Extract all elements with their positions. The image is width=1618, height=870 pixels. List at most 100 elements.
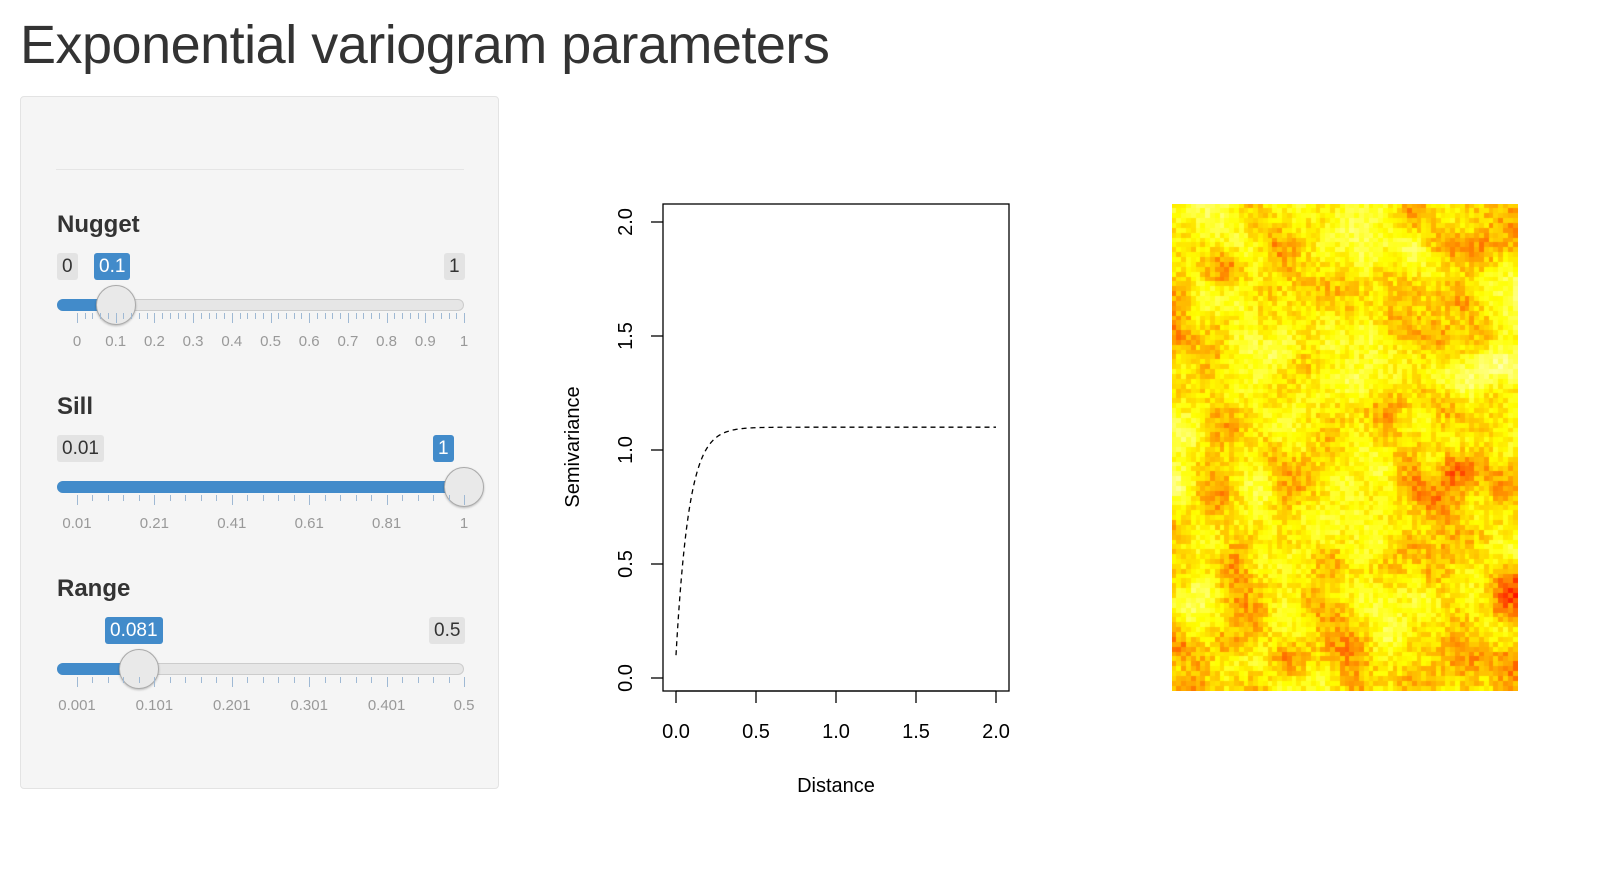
slider-minor-tick — [340, 677, 342, 683]
slider-minor-tick — [92, 495, 94, 501]
slider-tick-label: 0.2 — [143, 333, 165, 350]
slider-minor-tick — [185, 677, 187, 683]
slider-tick-label: 0.7 — [337, 333, 359, 350]
slider-major-tick — [154, 677, 156, 687]
slider-tick-label: 0.5 — [453, 697, 475, 714]
slider-minor-tick — [448, 677, 450, 683]
slider-minor-tick — [169, 313, 171, 319]
slider-minor-tick — [433, 677, 435, 683]
slider-minor-tick — [138, 313, 140, 319]
slider-minor-tick — [162, 313, 164, 319]
slider-minor-tick — [433, 495, 435, 501]
slider-minor-tick — [247, 495, 249, 501]
y-axis: 0.0 0.5 1.0 1.5 2.0 — [615, 208, 663, 692]
slider-minor-tick — [131, 313, 133, 319]
slider-major-tick — [386, 677, 388, 687]
slider-minor-tick — [324, 313, 326, 319]
slider-minor-tick — [433, 313, 435, 319]
slider-minor-tick — [324, 677, 326, 683]
slider-tick-label: 0.101 — [135, 697, 174, 714]
nugget-slider-group: Nugget 0 1 0.1 0 0.1 0.2 0.3 0.4 0.5 0.6 0.7 0.8… — [21, 211, 500, 381]
slider-major-tick — [464, 677, 465, 687]
slider-minor-tick — [378, 313, 380, 319]
slider-minor-tick — [123, 677, 125, 683]
slider-tick-label: 0.301 — [290, 697, 328, 714]
slider-minor-tick — [84, 313, 86, 319]
slider-minor-tick — [363, 313, 365, 319]
slider-minor-tick — [332, 313, 334, 319]
slider-major-tick — [309, 677, 311, 687]
slider-minor-tick — [417, 313, 419, 319]
slider-minor-tick — [456, 313, 458, 319]
slider-tick-label: 0.6 — [298, 333, 320, 350]
slider-major-tick — [154, 313, 156, 323]
slider-major-tick — [425, 313, 427, 323]
slider-minor-tick — [409, 313, 411, 319]
y-tick-label: 0.0 — [615, 664, 637, 692]
slider-minor-tick — [417, 677, 419, 683]
slider-minor-tick — [394, 313, 396, 319]
slider-tick-label: 0.21 — [139, 515, 169, 532]
slider-minor-tick — [92, 313, 94, 319]
slider-minor-tick — [293, 495, 295, 501]
sill-min-badge: 0.01 — [57, 435, 104, 462]
slider-minor-tick — [285, 313, 287, 319]
range-slider-group: Range 0.5 0.081 0.001 0.101 0.201 0.301 0.40… — [21, 575, 500, 745]
x-axis-label: Distance — [797, 775, 875, 797]
range-label: Range — [57, 575, 131, 602]
slider-minor-tick — [448, 313, 450, 319]
slider-minor-tick — [138, 495, 140, 501]
slider-minor-tick — [224, 313, 226, 319]
slider-tick-label: 0.01 — [62, 515, 92, 532]
slider-tick-label: 1 — [459, 333, 469, 350]
y-tick-label: 1.0 — [615, 436, 637, 464]
slider-minor-tick — [200, 495, 202, 501]
slider-major-tick — [270, 313, 272, 323]
x-axis: 0.0 0.5 1.0 1.5 2.0 — [662, 690, 1010, 743]
slider-minor-tick — [255, 313, 257, 319]
slider-major-tick — [77, 495, 78, 505]
slider-tick-label: 0.1 — [105, 333, 127, 350]
slider-major-tick — [154, 495, 156, 505]
range-ticks: 0.001 0.101 0.201 0.301 0.401 0.5 — [21, 675, 500, 715]
slider-minor-tick — [355, 677, 357, 683]
slider-tick-label: 0.41 — [217, 515, 247, 532]
slider-minor-tick — [293, 313, 295, 319]
slider-tick-label: 0.3 — [182, 333, 204, 350]
slider-tick-label: 0.401 — [367, 697, 406, 714]
slider-major-tick — [464, 313, 465, 323]
nugget-min-badge: 0 — [57, 253, 78, 280]
range-fill — [57, 663, 140, 675]
slider-tick-label: 0.9 — [414, 333, 436, 350]
x-tick-label: 1.0 — [822, 721, 850, 743]
slider-major-tick — [386, 495, 388, 505]
slider-minor-tick — [440, 313, 442, 319]
slider-major-tick — [309, 313, 311, 323]
slider-major-tick — [77, 313, 78, 323]
variogram-curve — [675, 426, 996, 656]
slider-minor-tick — [278, 495, 280, 501]
slider-minor-tick — [293, 677, 295, 683]
x-tick-label: 1.5 — [902, 721, 930, 743]
slider-minor-tick — [239, 313, 241, 319]
slider-tick-label: 0.4 — [221, 333, 243, 350]
slider-minor-tick — [107, 495, 109, 501]
slider-tick-label: 0.8 — [376, 333, 398, 350]
slider-minor-tick — [340, 495, 342, 501]
slider-tick-label: 0.5 — [260, 333, 281, 350]
slider-minor-tick — [262, 495, 264, 501]
slider-minor-tick — [371, 313, 373, 319]
sill-fill — [57, 481, 464, 493]
slider-major-tick — [115, 313, 117, 323]
slider-major-tick — [231, 677, 233, 687]
slider-minor-tick — [216, 495, 218, 501]
slider-minor-tick — [138, 677, 140, 683]
slider-major-tick — [309, 495, 311, 505]
slider-minor-tick — [355, 313, 357, 319]
slider-major-tick — [231, 313, 233, 323]
slider-minor-tick — [107, 313, 109, 319]
slider-minor-tick — [262, 313, 264, 319]
slider-minor-tick — [146, 313, 148, 319]
sill-slider-group: Sill 0.01 1 0.01 0.21 0.41 0.61 0.81 1 — [21, 393, 500, 563]
page-title: Exponential variogram parameters — [20, 15, 830, 75]
